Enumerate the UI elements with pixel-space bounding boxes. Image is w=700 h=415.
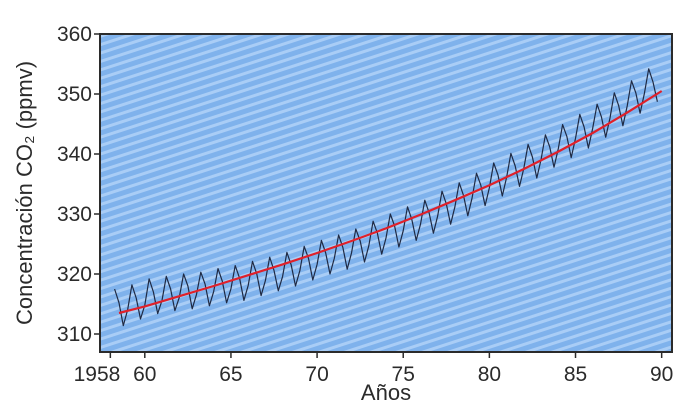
monthly-co2-line <box>114 68 658 327</box>
y-tick-label: 310 <box>57 323 92 346</box>
plot-frame <box>99 33 673 353</box>
y-axis: 310 320 330 340 350 360 <box>57 23 100 346</box>
x-tick-label: 1958 <box>74 363 121 386</box>
x-tick-label: 65 <box>219 363 242 386</box>
x-tick-label: 75 <box>392 363 415 386</box>
y-tick-label: 350 <box>57 83 92 106</box>
plot-background <box>100 34 672 352</box>
series-layer <box>114 68 663 327</box>
x-tick-label: 60 <box>133 363 156 386</box>
x-axis-title: Años <box>361 380 411 405</box>
x-tick-label: 80 <box>478 363 501 386</box>
trend-line <box>118 90 663 315</box>
y-tick-label: 360 <box>57 23 92 46</box>
x-axis: 1958 60 65 70 75 80 85 90 <box>74 352 673 386</box>
y-tick-label: 330 <box>57 203 92 226</box>
x-tick-label: 90 <box>650 363 673 386</box>
y-tick-label: 340 <box>57 143 92 166</box>
y-tick-label: 320 <box>57 263 92 286</box>
x-tick-label: 70 <box>305 363 328 386</box>
x-tick-label: 85 <box>564 363 587 386</box>
y-axis-title: Concentración CO₂ (ppmv) <box>12 61 37 325</box>
